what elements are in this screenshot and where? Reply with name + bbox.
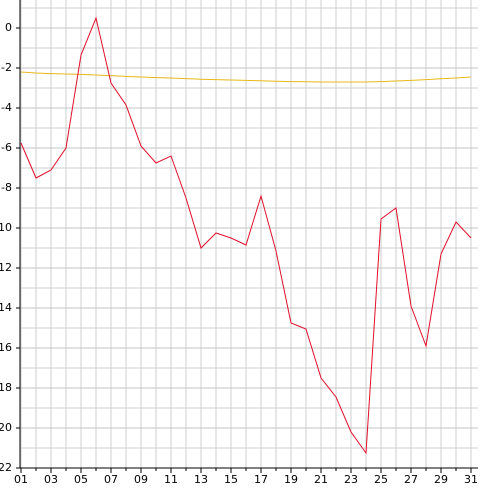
y-tick-label: -22 xyxy=(0,461,12,474)
line-series xyxy=(20,71,472,83)
y-tick-label: -18 xyxy=(0,381,12,394)
x-tick-label: 21 xyxy=(314,473,328,486)
x-tick-label: 17 xyxy=(254,473,268,486)
x-tick-label: 03 xyxy=(44,473,58,486)
y-tick-label: -12 xyxy=(0,261,12,274)
x-tick-label: 29 xyxy=(434,473,448,486)
x-tick-label: 23 xyxy=(344,473,358,486)
y-tick-label: 0 xyxy=(5,21,12,34)
x-tick-label: 13 xyxy=(194,473,208,486)
y-tick-label: -10 xyxy=(0,221,12,234)
line-series xyxy=(20,16,472,455)
x-tick-label: 01 xyxy=(14,473,28,486)
x-tick-label: 19 xyxy=(284,473,298,486)
y-tick-label: -2 xyxy=(1,61,12,74)
x-tick-label: 07 xyxy=(104,473,118,486)
y-tick-label: -14 xyxy=(0,301,12,314)
y-tick-label: -6 xyxy=(1,141,12,154)
y-tick-label: -16 xyxy=(0,341,12,354)
y-tick-label: -4 xyxy=(1,101,12,114)
x-tick-label: 25 xyxy=(374,473,388,486)
x-tick-label: 09 xyxy=(134,473,148,486)
x-tick-label: 05 xyxy=(74,473,88,486)
x-tick-label: 27 xyxy=(404,473,418,486)
x-tick-label: 15 xyxy=(224,473,238,486)
y-tick-label: -20 xyxy=(0,421,12,434)
x-tick-label: 11 xyxy=(164,473,178,486)
x-tick-label: 31 xyxy=(464,473,478,486)
y-tick-label: -8 xyxy=(1,181,12,194)
